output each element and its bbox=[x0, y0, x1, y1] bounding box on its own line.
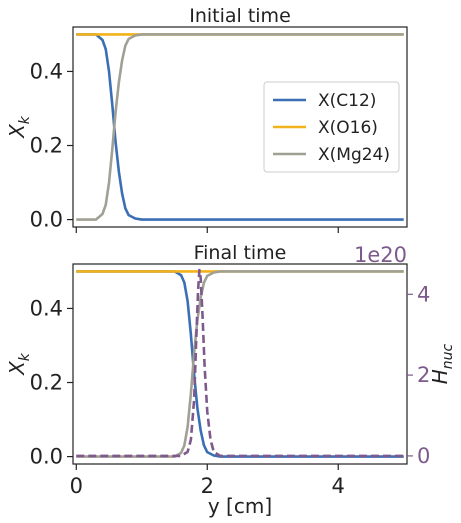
right-y-tick-label: 4 bbox=[417, 282, 430, 306]
chart-final-right-y-ticks: 0 2 4 bbox=[407, 282, 430, 468]
chart-final-x-axis-label: y [cm] bbox=[208, 494, 272, 518]
legend-label-o16: X(O16) bbox=[318, 118, 378, 138]
chart-initial-frame bbox=[72, 26, 408, 228]
chart-final-series bbox=[76, 268, 404, 458]
right-y-tick-label: 0 bbox=[417, 444, 430, 468]
chart-initial: Initial time 0.0 0.2 0.4 Xk X(C12) X(O16) … bbox=[5, 5, 408, 233]
x-tick-label: 0 bbox=[70, 474, 83, 498]
chart-initial-y-axis-label: Xk bbox=[5, 115, 33, 139]
chart-initial-title: Initial time bbox=[189, 5, 291, 27]
chart-final: Final time 1e20 0.0 0.2 0.4 0 2 4 0 2 4 Xk Hnu… bbox=[5, 242, 456, 518]
chart-final-title: Final time bbox=[194, 242, 287, 264]
y-tick-label: 0.4 bbox=[30, 59, 63, 83]
chart-final-y-ticks: 0.0 0.2 0.4 bbox=[30, 296, 73, 469]
y-tick-label: 0.4 bbox=[30, 296, 63, 320]
chart-final-right-axis-offset: 1e20 bbox=[354, 243, 407, 267]
series-line-h-nuc bbox=[76, 268, 404, 458]
chart-initial-legend: X(C12) X(O16) X(Mg24) bbox=[263, 81, 400, 173]
chart-final-right-y-axis-label: Hnuc bbox=[428, 343, 456, 384]
chart-initial-y-ticks: 0.0 0.2 0.4 bbox=[30, 59, 73, 232]
chart-final-y-axis-label: Xk bbox=[5, 352, 33, 376]
y-tick-label: 0.0 bbox=[30, 208, 63, 232]
legend-label-mg24: X(Mg24) bbox=[318, 145, 390, 165]
series-line-x-c12 bbox=[76, 33, 404, 221]
y-tick-label: 0.0 bbox=[30, 445, 63, 469]
y-tick-label: 0.2 bbox=[30, 134, 63, 158]
x-tick-label: 2 bbox=[201, 474, 214, 498]
legend-label-c12: X(C12) bbox=[318, 91, 376, 111]
legend-frame bbox=[263, 81, 400, 173]
chart-initial-x-ticks bbox=[75, 227, 339, 233]
y-tick-label: 0.2 bbox=[30, 371, 63, 395]
series-line-x-mg24 bbox=[76, 33, 404, 221]
chart-final-x-ticks: 0 2 4 bbox=[70, 464, 345, 498]
chart-initial-series bbox=[76, 33, 404, 221]
x-tick-label: 4 bbox=[332, 474, 345, 498]
series-line-x-c12 bbox=[76, 270, 404, 458]
series-line-x-mg24 bbox=[76, 270, 404, 458]
chart-final-frame bbox=[72, 263, 408, 465]
right-y-tick-label: 2 bbox=[417, 363, 430, 387]
